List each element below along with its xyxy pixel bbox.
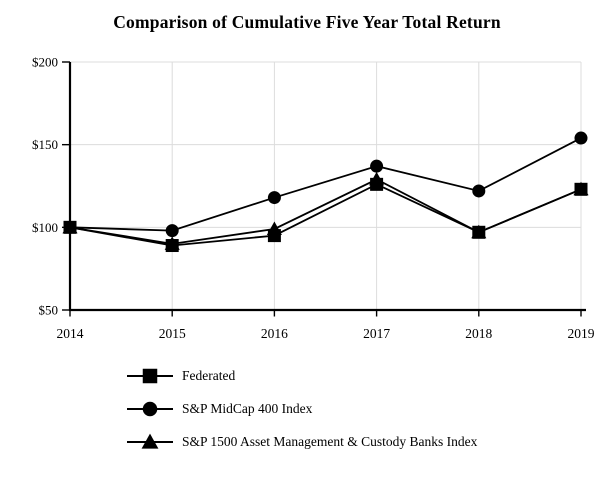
marker-federated-2018 (472, 225, 486, 239)
marker-federated-2019 (574, 182, 588, 196)
legend-item-federated: Federated (127, 366, 477, 386)
series-line-federated (69, 183, 582, 247)
legend-marker-square-icon (142, 368, 158, 384)
marker-s-p-midcap-400-index-2018 (472, 184, 486, 198)
marker-s-p-midcap-400-index-2019 (574, 131, 588, 145)
marker-federated-2017 (370, 177, 384, 191)
y-tick-label-50: $50 (39, 303, 59, 318)
x-tick-label-2017: 2017 (363, 326, 390, 341)
x-tick-label-2015: 2015 (159, 326, 186, 341)
marker-federated-2014 (63, 220, 77, 234)
y-tick-label-100: $100 (32, 220, 58, 235)
chart-title: Comparison of Cumulative Five Year Total… (113, 12, 501, 32)
legend-label: S&P MidCap 400 Index (182, 401, 313, 416)
legend-item-s-p-midcap-400-index: S&P MidCap 400 Index (127, 399, 477, 419)
series-line-s-p-1500-asset-management-custody-banks-index (69, 178, 582, 245)
series-s-p-midcap-400-index (63, 131, 588, 238)
y-tick-label-150: $150 (32, 137, 58, 152)
series-federated (63, 177, 588, 253)
series-line-s-p-midcap-400-index (69, 137, 582, 232)
marker-s-p-midcap-400-index-2016 (267, 191, 281, 205)
legend-marker-circle-icon (142, 401, 158, 417)
chart-legend: Federated S&P MidCap 400 Index S&P 1500 As… (127, 366, 477, 452)
x-tick-label-2019: 2019 (568, 326, 595, 341)
x-tick-label-2018: 2018 (465, 326, 492, 341)
marker-federated-2015 (165, 239, 179, 253)
legend-marker-triangle-icon (141, 433, 159, 449)
chart-plot-area: $50 $100 $150 $200 2014 2015 2016 2017 2018 2019 (32, 55, 595, 342)
marker-s-p-midcap-400-index-2017 (370, 159, 384, 173)
legend-label: Federated (182, 368, 236, 383)
x-tick-label-2014: 2014 (57, 326, 84, 341)
triangle-legend-swatch-icon (127, 433, 173, 449)
circle-legend-swatch-icon (127, 401, 173, 417)
legend-item-s-p-1500-asset-management-custody-banks-index: S&P 1500 Asset Management & Custody Bank… (127, 432, 477, 452)
y-tick-label-200: $200 (32, 55, 58, 70)
marker-s-p-midcap-400-index-2015 (165, 224, 179, 238)
square-legend-swatch-icon (127, 368, 173, 384)
legend-label: S&P 1500 Asset Management & Custody Bank… (182, 434, 478, 449)
x-tick-label-2016: 2016 (261, 326, 288, 341)
marker-federated-2016 (267, 229, 281, 243)
